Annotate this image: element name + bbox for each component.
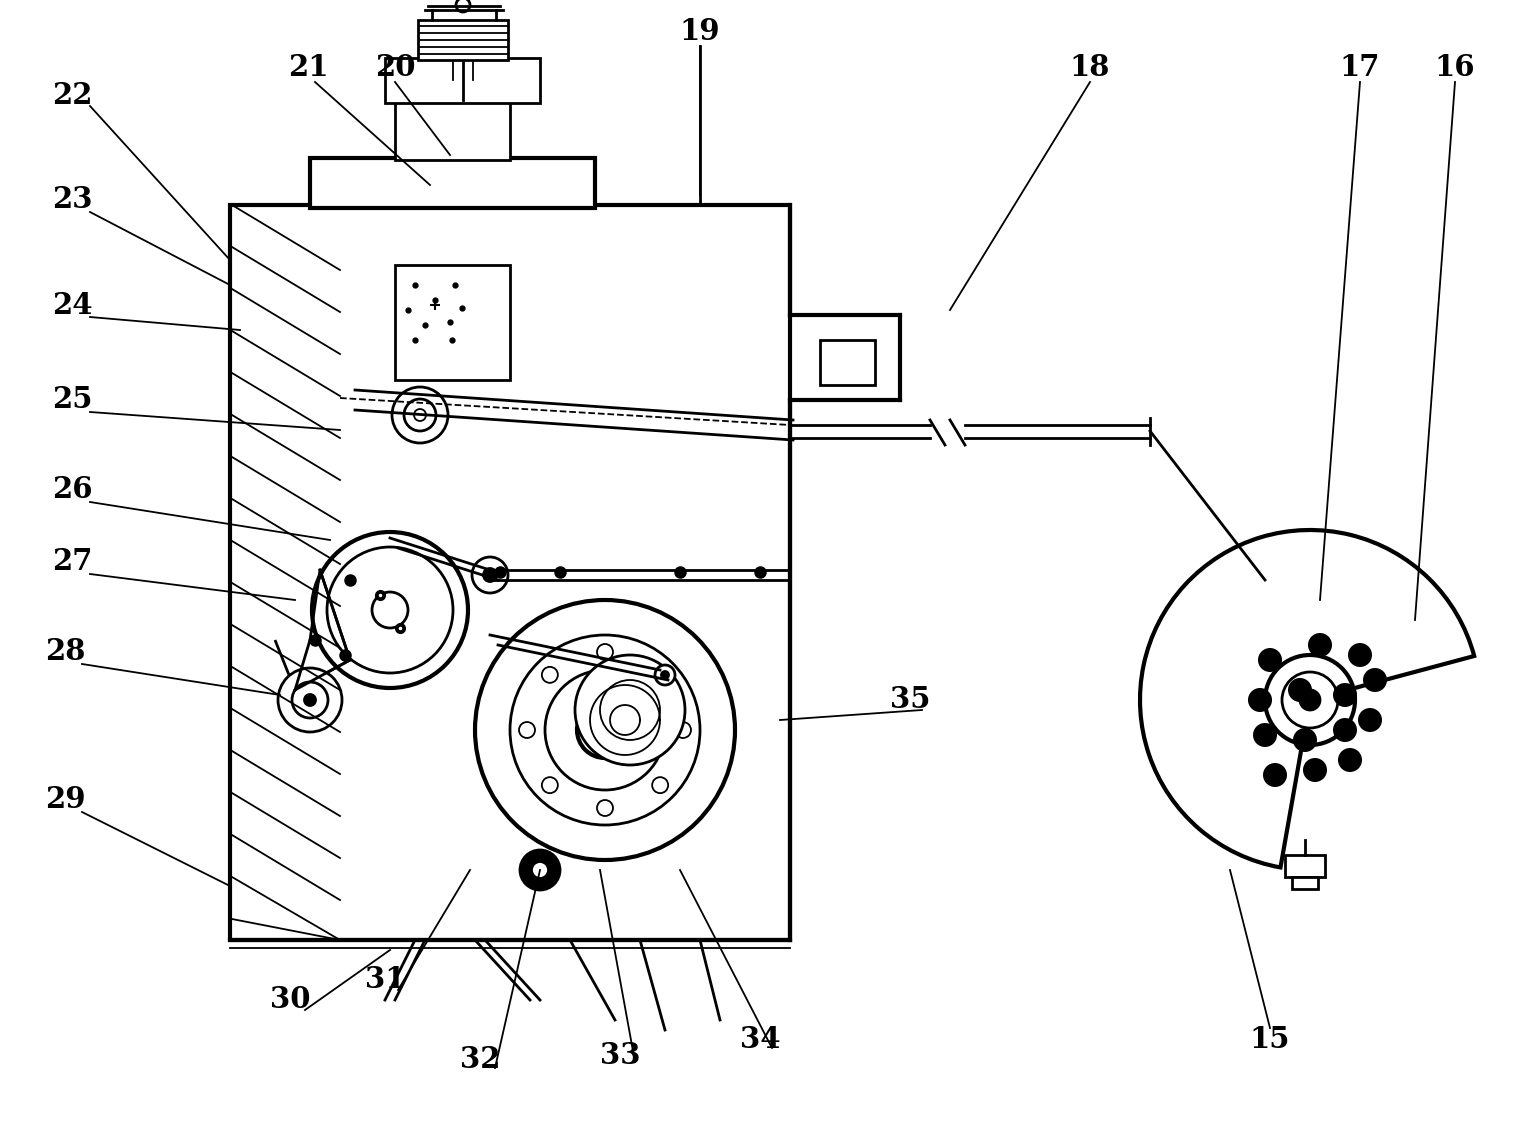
Circle shape — [1282, 672, 1339, 728]
Text: 35: 35 — [889, 686, 931, 714]
Circle shape — [1248, 688, 1271, 712]
Text: 24: 24 — [52, 291, 92, 319]
Circle shape — [304, 694, 316, 706]
Circle shape — [545, 670, 665, 790]
Circle shape — [1308, 633, 1332, 657]
Circle shape — [652, 667, 668, 683]
Circle shape — [652, 778, 668, 794]
Circle shape — [532, 861, 549, 878]
Text: 15: 15 — [1250, 1026, 1290, 1055]
Bar — [396, 265, 510, 380]
Circle shape — [542, 778, 558, 794]
Circle shape — [278, 668, 342, 732]
Circle shape — [475, 600, 735, 860]
Circle shape — [1348, 643, 1372, 667]
Bar — [310, 158, 594, 208]
Circle shape — [393, 387, 448, 443]
Circle shape — [1288, 678, 1313, 702]
Text: 17: 17 — [1340, 53, 1380, 83]
Text: 25: 25 — [52, 386, 92, 414]
Text: 18: 18 — [1070, 53, 1111, 83]
Text: 33: 33 — [601, 1040, 640, 1070]
Circle shape — [1258, 648, 1282, 672]
Text: 32: 32 — [460, 1046, 500, 1074]
Circle shape — [601, 680, 660, 740]
Text: 34: 34 — [740, 1026, 781, 1055]
Text: 30: 30 — [270, 986, 310, 1014]
Circle shape — [1358, 708, 1381, 732]
Text: 28: 28 — [44, 637, 86, 667]
Circle shape — [656, 664, 675, 685]
Circle shape — [542, 667, 558, 683]
Circle shape — [520, 850, 559, 890]
Circle shape — [575, 655, 685, 765]
Text: 22: 22 — [52, 80, 92, 110]
Circle shape — [472, 557, 507, 593]
Circle shape — [1303, 758, 1326, 782]
Text: 20: 20 — [374, 53, 416, 83]
Circle shape — [1253, 723, 1277, 747]
Circle shape — [403, 398, 435, 431]
Wedge shape — [1140, 530, 1475, 867]
Text: 27: 27 — [52, 548, 92, 576]
Circle shape — [578, 702, 633, 758]
Circle shape — [594, 720, 614, 740]
Bar — [396, 100, 510, 160]
Circle shape — [312, 532, 468, 688]
Circle shape — [292, 681, 329, 718]
Bar — [1293, 877, 1319, 889]
Text: 29: 29 — [44, 786, 86, 815]
Circle shape — [597, 644, 613, 660]
Circle shape — [1293, 728, 1317, 752]
Circle shape — [597, 800, 613, 816]
Circle shape — [662, 671, 669, 679]
Circle shape — [1363, 668, 1387, 692]
Circle shape — [510, 635, 700, 825]
Circle shape — [1332, 718, 1357, 741]
Circle shape — [414, 409, 426, 421]
Circle shape — [675, 722, 691, 738]
Circle shape — [455, 0, 471, 12]
Circle shape — [483, 568, 497, 582]
Bar — [1285, 855, 1325, 877]
Bar — [385, 58, 539, 103]
Bar — [821, 340, 876, 385]
Circle shape — [1300, 691, 1320, 710]
Bar — [419, 20, 507, 60]
Circle shape — [520, 722, 535, 738]
Text: 19: 19 — [680, 17, 720, 46]
Text: 23: 23 — [52, 186, 92, 214]
Text: 16: 16 — [1435, 53, 1476, 83]
Circle shape — [1332, 683, 1357, 708]
Circle shape — [1265, 655, 1355, 745]
Text: 21: 21 — [287, 53, 329, 83]
Circle shape — [1264, 763, 1287, 787]
Text: 26: 26 — [52, 475, 92, 505]
Text: 31: 31 — [365, 966, 405, 995]
Circle shape — [327, 547, 452, 674]
Circle shape — [371, 592, 408, 628]
Circle shape — [1339, 748, 1361, 772]
Bar — [231, 205, 790, 940]
